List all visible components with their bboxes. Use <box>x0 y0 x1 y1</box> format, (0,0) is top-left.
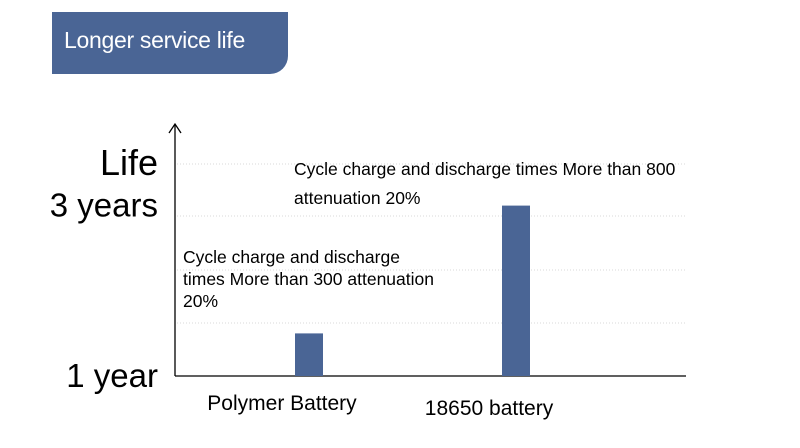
bar-annotation: times More than 300 attenuation <box>183 269 434 289</box>
y-axis-arrow <box>168 122 182 134</box>
chart-title-badge: Longer service life <box>52 12 288 74</box>
bar <box>502 205 530 376</box>
y-tick-label: 1 year <box>66 357 158 394</box>
bar-annotation: Cycle charge and discharge times More th… <box>294 159 676 179</box>
y-axis-label: Life <box>100 142 158 183</box>
y-tick-label: 3 years <box>50 187 158 224</box>
bar-annotation: Cycle charge and discharge <box>183 247 400 267</box>
bar <box>295 333 323 376</box>
chart-title: Longer service life <box>64 27 245 53</box>
x-tick-label: Polymer Battery <box>207 392 357 415</box>
x-tick-label: 18650 battery <box>425 397 554 420</box>
bar-annotation: attenuation 20% <box>294 188 421 208</box>
bar-annotation: 20% <box>183 291 218 311</box>
